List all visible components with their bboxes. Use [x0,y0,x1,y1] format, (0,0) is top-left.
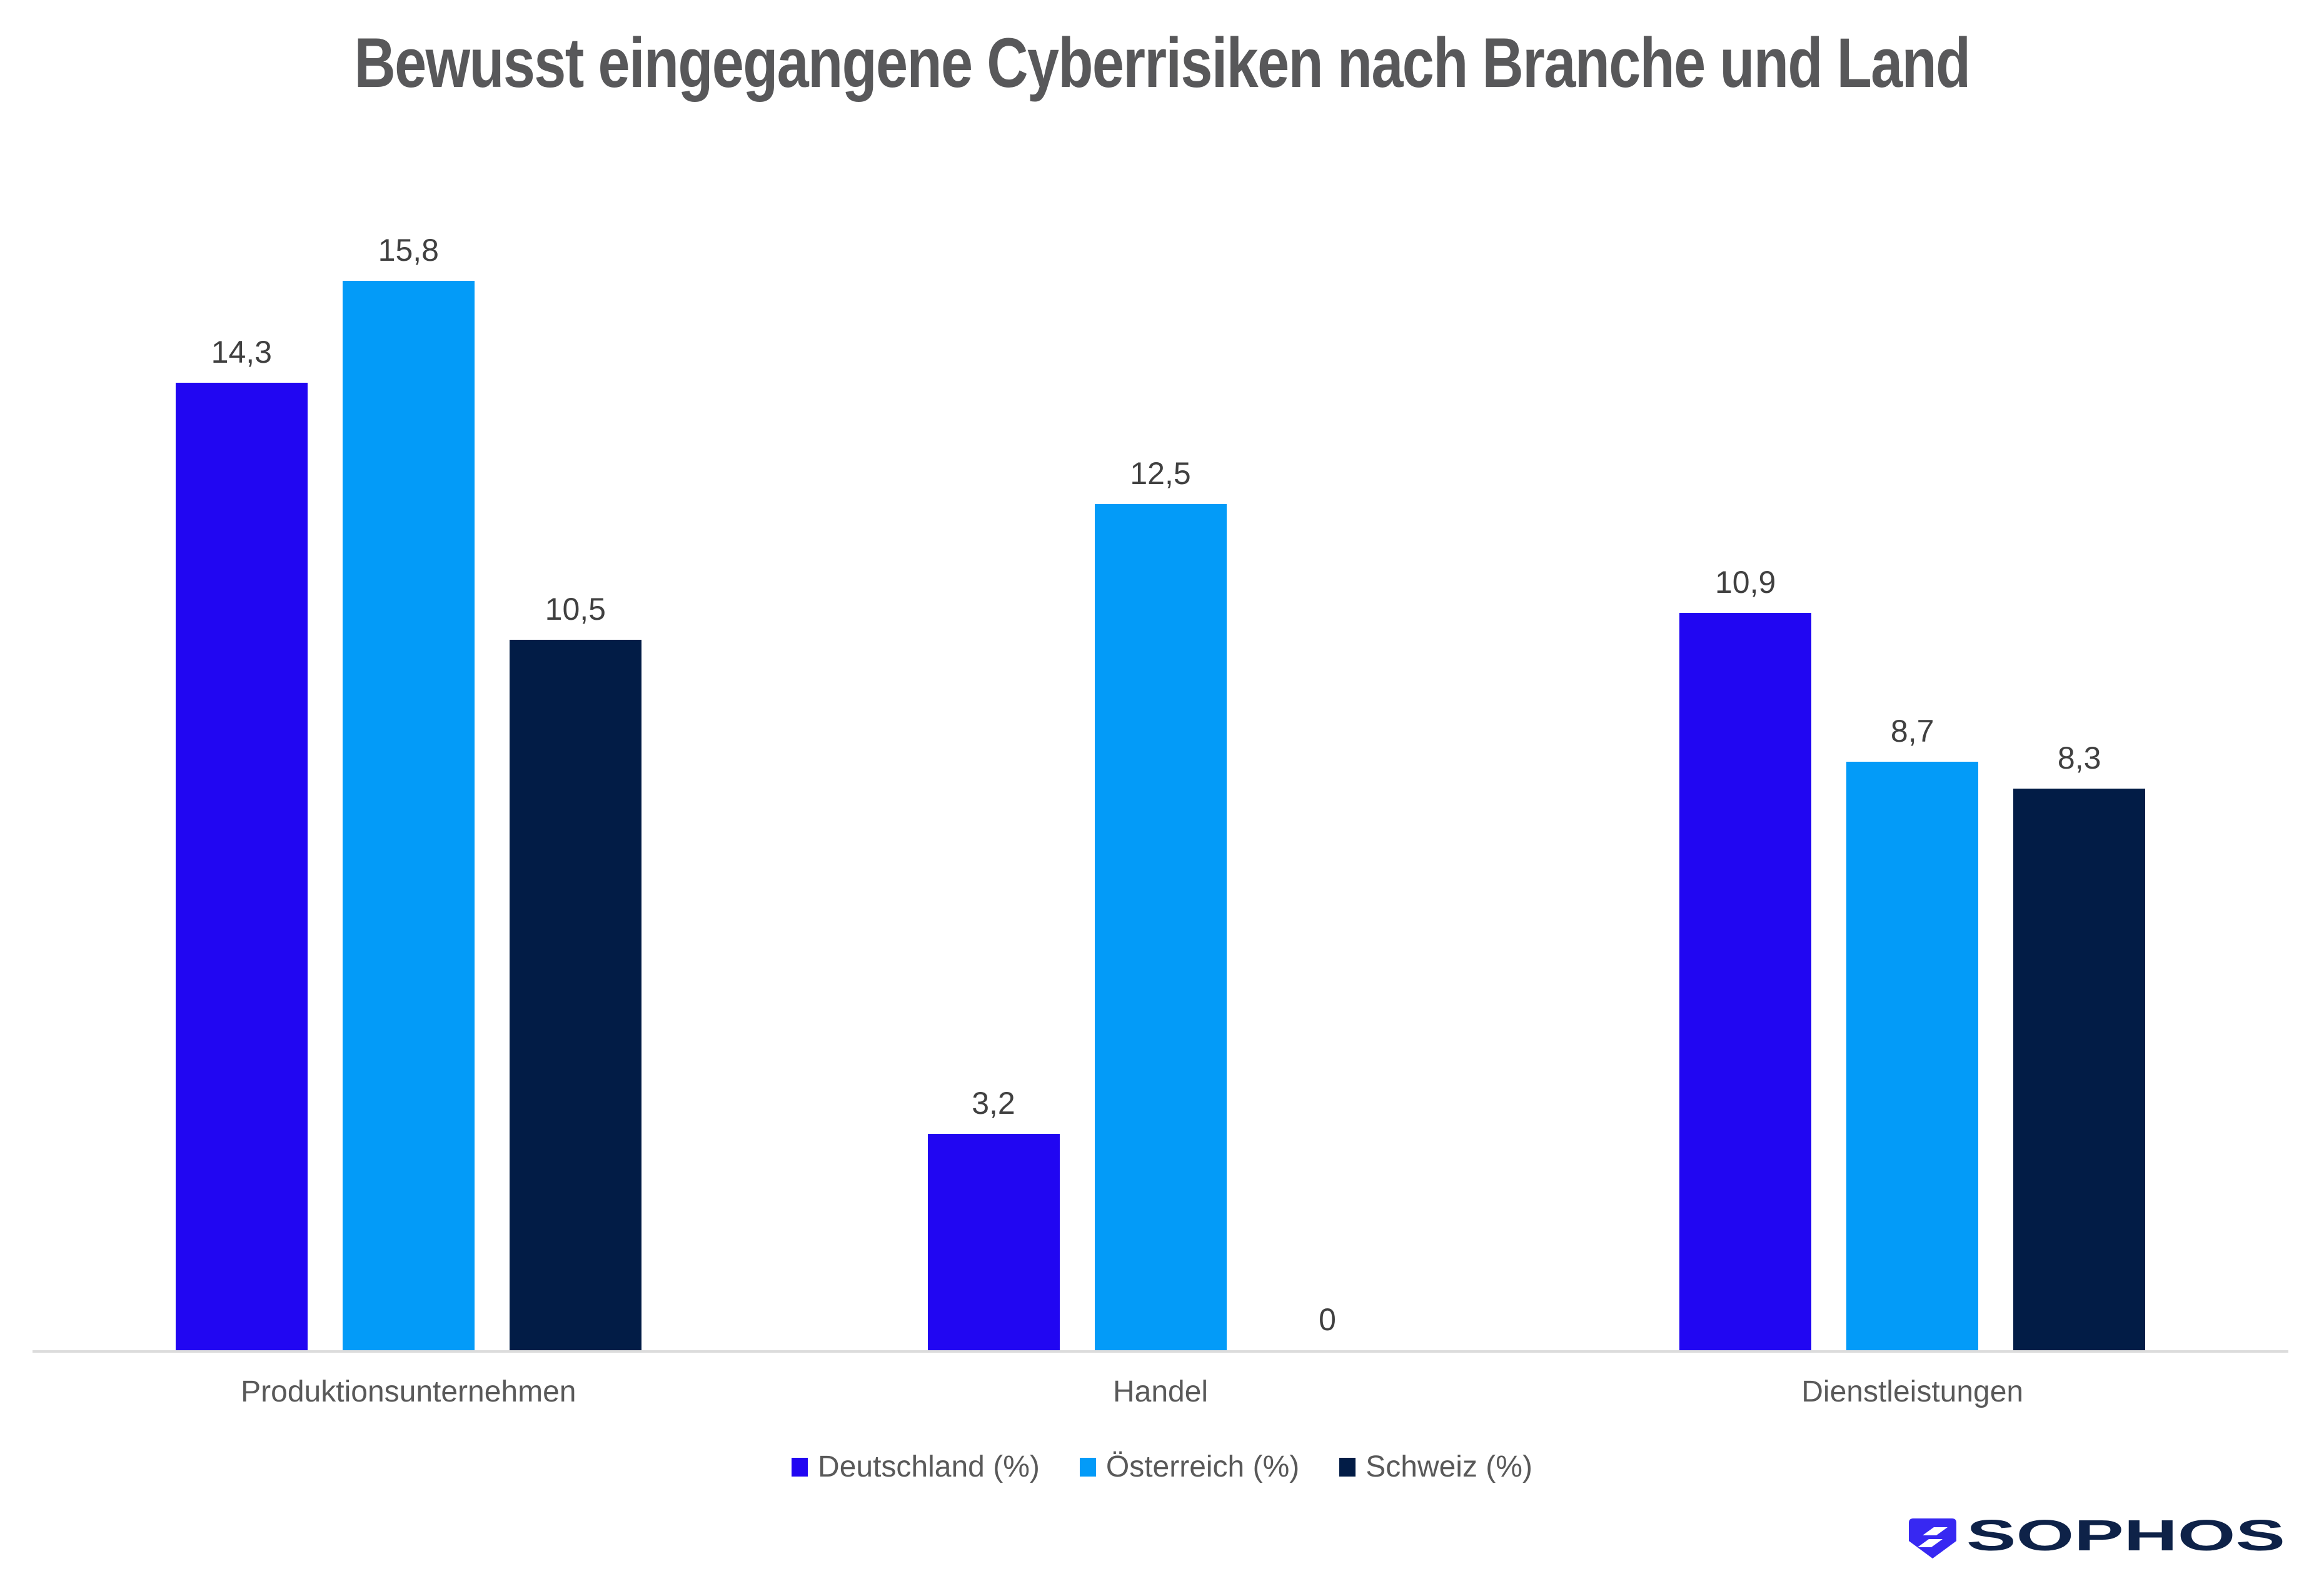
bar-schweiz-produktionsunternehmen [509,640,641,1350]
bar-deutschland-dienstleistungen [1679,613,1812,1350]
bar-column-schweiz-dienstleistungen: 8,3 [2013,740,2146,1350]
legend-label-oesterreich: Österreich (%) [1105,1450,1300,1483]
bar-column-deutschland-dienstleistungen: 10,9 [1679,564,1812,1350]
legend-swatch-deutschland [792,1457,808,1477]
value-label-oesterreich-produktionsunternehmen: 15,8 [378,232,439,268]
plot-area: 14,3 15,8 10,5 3,2 12,5 0 10,9 8,7 8,3 [33,0,2288,1350]
value-label-schweiz-produktionsunternehmen: 10,5 [545,591,606,627]
bar-column-oesterreich-dienstleistungen: 8,7 [1846,713,1979,1350]
bar-schweiz-dienstleistungen [2013,789,2146,1350]
legend-item-schweiz: Schweiz (%) [1339,1450,1532,1484]
legend-item-oesterreich: Österreich (%) [1079,1450,1300,1484]
bar-column-deutschland-handel: 3,2 [927,1085,1060,1350]
legend: Deutschland (%) Österreich (%) Schweiz (%) [0,1450,2324,1484]
x-axis-label-produktionsunternehmen: Produktionsunternehmen [241,1375,576,1408]
legend-item-deutschland: Deutschland (%) [792,1450,1040,1484]
legend-label-deutschland: Deutschland (%) [818,1450,1040,1483]
value-label-deutschland-dienstleistungen: 10,9 [1715,564,1776,600]
bar-oesterreich-dienstleistungen [1846,762,1979,1350]
legend-swatch-oesterreich [1079,1457,1096,1477]
value-label-schweiz-handel: 0 [1319,1301,1336,1337]
bar-group-produktionsunternehmen: 14,3 15,8 10,5 [33,0,785,1350]
sophos-logo: SOPHOS [1909,1515,2288,1560]
bar-deutschland-produktionsunternehmen [175,383,308,1350]
sophos-wordmark-text: SOPHOS [1966,1515,2285,1560]
bar-column-oesterreich-handel: 12,5 [1094,455,1227,1350]
value-label-deutschland-handel: 3,2 [972,1085,1015,1121]
bar-group-dienstleistungen: 10,9 8,7 8,3 [1536,0,2288,1350]
bar-deutschland-handel [927,1134,1060,1350]
x-axis-line [33,1350,2288,1353]
sophos-wordmark: SOPHOS [1966,1515,2285,1560]
legend-label-schweiz: Schweiz (%) [1366,1450,1532,1483]
bar-column-schweiz-produktionsunternehmen: 10,5 [509,591,641,1350]
x-axis-label-handel: Handel [1112,1375,1209,1408]
chart-title: Bewusst eingegangene Cyberrisiken nach B… [354,24,1971,102]
value-label-schweiz-dienstleistungen: 8,3 [2057,740,2101,775]
legend-swatch-schweiz [1339,1457,1356,1477]
bar-oesterreich-handel [1094,504,1227,1350]
bar-column-deutschland-produktionsunternehmen: 14,3 [175,334,308,1350]
value-label-oesterreich-handel: 12,5 [1130,455,1191,491]
value-label-oesterreich-dienstleistungen: 8,7 [1890,713,1934,749]
bar-oesterreich-produktionsunternehmen [342,281,475,1350]
x-axis-labels: Produktionsunternehmen Handel Dienstleistu… [33,1375,2288,1409]
bar-column-oesterreich-produktionsunternehmen: 15,8 [342,232,475,1350]
value-label-deutschland-produktionsunternehmen: 14,3 [211,334,272,370]
x-axis-label-dienstleistungen: Dienstleistungen [1801,1375,2024,1408]
sophos-shield-icon [1909,1518,1956,1558]
bar-group-handel: 3,2 12,5 0 [785,0,1537,1350]
bar-column-schweiz-handel: 0 [1262,1302,1394,1351]
